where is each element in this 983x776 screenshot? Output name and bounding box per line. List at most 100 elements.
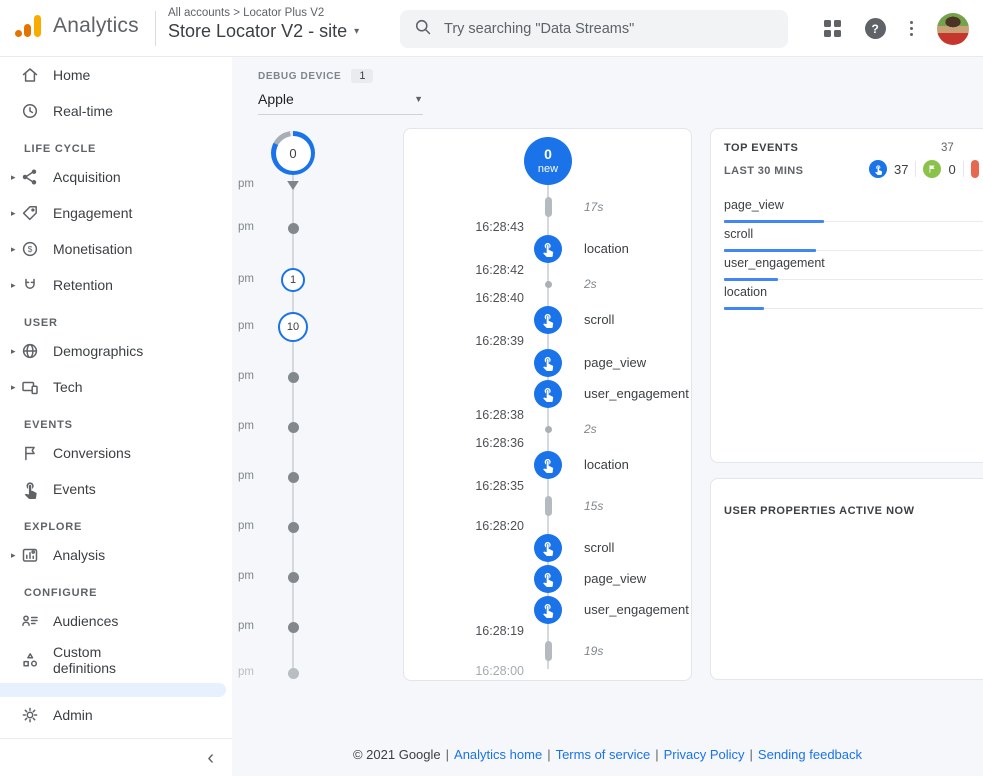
stream-event-name[interactable]: scroll — [584, 540, 615, 555]
stream-event-name[interactable]: page_view — [584, 355, 647, 370]
sidebar-item-label: Custom definitions — [53, 643, 117, 676]
expand-arrow-icon[interactable]: ▸ — [11, 549, 16, 560]
sidebar-item-label: Engagement — [53, 204, 133, 221]
event-tap-icon[interactable] — [534, 533, 562, 562]
sidebar-item-real-time[interactable]: Real-time — [0, 93, 232, 129]
stream-event-row[interactable]: page_view — [404, 347, 691, 378]
sidebar-item-admin[interactable]: Admin — [0, 697, 232, 733]
expand-arrow-icon[interactable]: ▸ — [11, 171, 16, 182]
top-event-name: location — [724, 285, 768, 299]
sidebar-item-tech[interactable]: ▸ Tech — [0, 369, 232, 405]
select-caret-icon: ▼ — [414, 94, 423, 104]
sidebar-selected-highlight[interactable] — [0, 683, 226, 697]
clock-icon — [20, 101, 40, 121]
stream-event-row[interactable]: scroll — [404, 532, 691, 563]
analysis-icon — [20, 545, 40, 565]
footer-link-privacy-policy[interactable]: Privacy Policy — [663, 747, 745, 762]
stream-event-name[interactable]: user_engagement — [584, 386, 689, 401]
top-event-row-scroll[interactable]: scroll — [724, 222, 983, 252]
minute-pm-label: pm — [238, 273, 254, 285]
property-switcher[interactable]: Store Locator V2 - site ▾ — [168, 21, 359, 42]
top-events-total: 37 — [941, 142, 954, 154]
user-properties-title: USER PROPERTIES ACTIVE NOW — [724, 505, 915, 517]
breadcrumb[interactable]: All accounts > Locator Plus V2 — [168, 7, 325, 19]
collapse-sidebar-icon[interactable]: ‹ — [207, 746, 214, 769]
sidebar-item-analysis[interactable]: ▸ Analysis — [0, 537, 232, 573]
sidebar-section-label: LIFE CYCLE — [24, 143, 97, 155]
stream-node — [524, 496, 572, 516]
sidebar-item-events[interactable]: Events — [0, 471, 232, 507]
top-event-row-user_engagement[interactable]: user_engagement — [724, 251, 983, 281]
stream-node — [524, 234, 572, 263]
event-tap-icon[interactable] — [534, 450, 562, 479]
stream-timestamp-row: 16:28:35 — [404, 479, 691, 493]
new-events-circle[interactable]: 0 new — [524, 137, 572, 185]
expand-arrow-icon[interactable]: ▸ — [11, 345, 16, 356]
sidebar-section-life-cycle: LIFE CYCLE — [0, 129, 232, 159]
stream-event-name[interactable]: user_engagement — [584, 602, 689, 617]
account-avatar[interactable] — [937, 12, 969, 45]
stream-node — [524, 425, 572, 433]
event-tap-icon[interactable] — [534, 379, 562, 408]
sidebar-item-label: Conversions — [53, 444, 131, 461]
footer-link-terms-of-service[interactable]: Terms of service — [555, 747, 651, 762]
event-tap-icon[interactable] — [534, 234, 562, 263]
sidebar-section-label: EVENTS — [24, 419, 73, 431]
expand-arrow-icon[interactable]: ▸ — [11, 279, 16, 290]
minute-dot — [287, 521, 299, 533]
expand-arrow-icon[interactable]: ▸ — [11, 207, 16, 218]
sidebar-item-monetisation[interactable]: ▸ $ Monetisation — [0, 231, 232, 267]
search-input[interactable]: Try searching "Data Streams" — [400, 10, 788, 48]
apps-grid-icon[interactable] — [823, 20, 841, 37]
minute-dot — [287, 371, 299, 383]
event-stream-card: 0 new 17s 16:28:43 location 16:28:42 2s 16:28:4… — [403, 128, 692, 681]
minute-dot — [287, 667, 299, 679]
expand-arrow-icon[interactable]: ▸ — [11, 243, 16, 254]
stream-event-name[interactable]: location — [584, 241, 629, 256]
sidebar-item-retention[interactable]: ▸ Retention — [0, 267, 232, 303]
sidebar-section-label: USER — [24, 317, 58, 329]
sidebar-item-audiences[interactable]: Audiences — [0, 603, 232, 639]
footer-link-analytics-home[interactable]: Analytics home — [454, 747, 543, 762]
more-options-icon[interactable] — [909, 20, 913, 37]
top-event-row-location[interactable]: location — [724, 280, 983, 310]
counter-value: 37 — [894, 161, 909, 177]
sidebar-item-conversions[interactable]: Conversions — [0, 435, 232, 471]
stream-event-row[interactable]: user_engagement — [404, 594, 691, 625]
stream-event-name[interactable]: location — [584, 457, 629, 472]
stream-event-row[interactable]: location — [404, 449, 691, 480]
page-title: Store Locator V2 - site — [168, 21, 348, 41]
event-tap-icon[interactable] — [534, 595, 562, 624]
stream-event-name[interactable]: scroll — [584, 312, 615, 327]
sidebar-item-label: Acquisition — [53, 168, 121, 185]
top-event-row-page_view[interactable]: page_view — [724, 193, 983, 223]
top-event-name: scroll — [724, 227, 754, 241]
stream-event-name[interactable]: page_view — [584, 571, 647, 586]
sidebar-item-home[interactable]: Home — [0, 57, 232, 93]
counter-value: 0 — [948, 161, 956, 177]
expand-arrow-icon[interactable]: ▸ — [11, 381, 16, 392]
selected-device: Apple — [258, 91, 294, 107]
footer-link-sending-feedback[interactable]: Sending feedback — [757, 747, 863, 762]
minute-pm-label: pm — [238, 420, 254, 432]
stream-event-row[interactable]: scroll — [404, 304, 691, 335]
help-icon[interactable]: ? — [864, 18, 886, 39]
minute-circle-count[interactable]: 10 — [278, 312, 308, 342]
sidebar-item-label: Retention — [53, 276, 113, 293]
stream-timestamp-row: 16:28:43 — [404, 220, 691, 234]
minute-circle-count[interactable]: 1 — [281, 268, 305, 292]
sidebar-item-demographics[interactable]: ▸ Demographics — [0, 333, 232, 369]
sidebar-item-acquisition[interactable]: ▸ Acquisition — [0, 159, 232, 195]
top-events-card: TOP EVENTS 37 LAST 30 MINS 37 0 page_view… — [710, 128, 983, 463]
event-tap-icon[interactable] — [534, 305, 562, 334]
stream-event-row[interactable]: user_engagement — [404, 378, 691, 409]
event-tap-icon[interactable] — [534, 564, 562, 593]
device-select[interactable]: Apple ▼ — [258, 91, 423, 115]
stream-event-row[interactable]: page_view — [404, 563, 691, 594]
event-tap-icon[interactable] — [534, 348, 562, 377]
sidebar-item-custom-definitions[interactable]: Custom definitions — [0, 639, 232, 681]
stream-event-row[interactable]: location — [404, 233, 691, 264]
footer-separator: | — [445, 747, 450, 762]
stream-duration: 2s — [584, 422, 597, 436]
sidebar-item-engagement[interactable]: ▸ Engagement — [0, 195, 232, 231]
